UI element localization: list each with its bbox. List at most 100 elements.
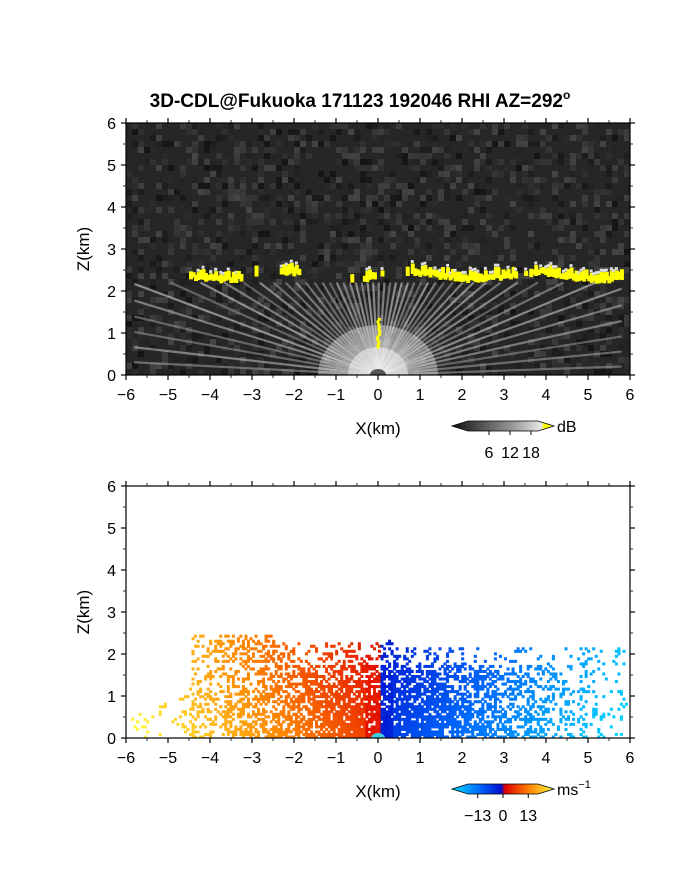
velocity-cell	[322, 695, 326, 699]
velocity-cell	[337, 732, 341, 736]
velocity-cell	[395, 715, 399, 719]
velocity-cell	[418, 732, 422, 736]
velocity-cell	[423, 702, 427, 706]
velocity-cell	[259, 692, 263, 696]
velocity-cell	[289, 707, 293, 711]
velocity-cell	[514, 730, 518, 734]
noise-cell	[528, 231, 534, 237]
velocity-cell	[383, 677, 387, 681]
velocity-cell	[347, 690, 351, 694]
noise-cell	[240, 135, 246, 141]
velocity-cell	[297, 642, 301, 646]
velocity-cell	[277, 727, 281, 731]
velocity-cell	[390, 710, 394, 714]
noise-cell	[288, 249, 294, 255]
velocity-cell	[619, 732, 623, 736]
velocity-cell	[602, 672, 606, 676]
noise-cell	[144, 225, 150, 231]
velocity-cell	[284, 735, 288, 738]
noise-cell	[252, 147, 258, 153]
velocity-cell	[257, 639, 261, 643]
velocity-cell	[393, 725, 397, 729]
noise-cell	[264, 243, 270, 249]
noise-cell	[204, 213, 210, 219]
velocity-cell	[327, 720, 331, 724]
noise-cell	[528, 345, 534, 351]
velocity-cell	[529, 727, 533, 731]
velocity-cell	[274, 712, 278, 716]
velocity-cell	[584, 700, 588, 704]
noise-cell	[564, 237, 570, 243]
noise-cell	[150, 321, 156, 327]
velocity-cell	[531, 717, 535, 721]
velocity-cell	[481, 697, 485, 701]
noise-cell	[294, 165, 300, 171]
velocity-cell	[347, 730, 351, 734]
velocity-cell	[395, 735, 399, 738]
velocity-cell	[418, 692, 422, 696]
noise-cell	[294, 219, 300, 225]
noise-cell	[534, 249, 540, 255]
noise-cell	[330, 225, 336, 231]
noise-cell	[414, 243, 420, 249]
velocity-cell	[183, 695, 187, 699]
velocity-cell	[337, 672, 341, 676]
velocity-cell	[272, 717, 276, 721]
noise-cell	[132, 279, 138, 285]
velocity-cell	[413, 707, 417, 711]
noise-cell	[156, 327, 162, 333]
noise-cell	[198, 261, 204, 267]
velocity-cell	[375, 669, 379, 673]
velocity-cell	[491, 712, 495, 716]
noise-cell	[156, 183, 162, 189]
velocity-cell	[476, 685, 480, 689]
noise-cell	[294, 159, 300, 165]
velocity-cell	[304, 720, 308, 724]
noise-cell	[618, 195, 624, 201]
noise-cell	[210, 171, 216, 177]
noise-cell	[216, 237, 222, 243]
velocity-cell	[234, 685, 238, 689]
velocity-cell	[365, 732, 369, 736]
velocity-cell	[264, 722, 268, 726]
noise-cell	[354, 249, 360, 255]
velocity-cell	[501, 727, 505, 731]
velocity-cell	[380, 687, 384, 691]
velocity-cell	[541, 700, 545, 704]
velocity-cell	[403, 690, 407, 694]
velocity-cell	[380, 692, 384, 696]
velocity-cell	[216, 710, 220, 714]
velocity-cell	[249, 637, 253, 641]
noise-cell	[510, 321, 516, 327]
velocity-cell	[347, 735, 351, 738]
velocity-cell	[370, 717, 374, 721]
velocity-cell	[199, 705, 203, 709]
velocity-cell	[526, 712, 530, 716]
velocity-cell	[264, 730, 268, 734]
velocity-cell	[516, 675, 520, 679]
velocity-cell	[327, 654, 331, 658]
velocity-cell	[390, 702, 394, 706]
velocity-cell	[556, 687, 560, 691]
velocity-cell	[216, 682, 220, 686]
noise-cell	[318, 243, 324, 249]
noise-cell	[522, 255, 528, 261]
velocity-cell	[304, 722, 308, 726]
noise-cell	[228, 339, 234, 345]
velocity-cell	[466, 720, 470, 724]
noise-cell	[180, 333, 186, 339]
velocity-cell	[504, 735, 508, 738]
noise-cell	[558, 333, 564, 339]
streak-cell	[377, 333, 381, 336]
noise-cell	[270, 243, 276, 249]
noise-cell	[384, 285, 390, 291]
velocity-cell	[229, 657, 233, 661]
velocity-cell	[536, 657, 540, 661]
velocity-cell	[299, 669, 303, 673]
velocity-cell	[219, 675, 223, 679]
velocity-cell	[471, 685, 475, 689]
velocity-cell	[448, 702, 452, 706]
noise-cell	[600, 309, 606, 315]
velocity-cell	[521, 682, 525, 686]
velocity-cell	[352, 720, 356, 724]
